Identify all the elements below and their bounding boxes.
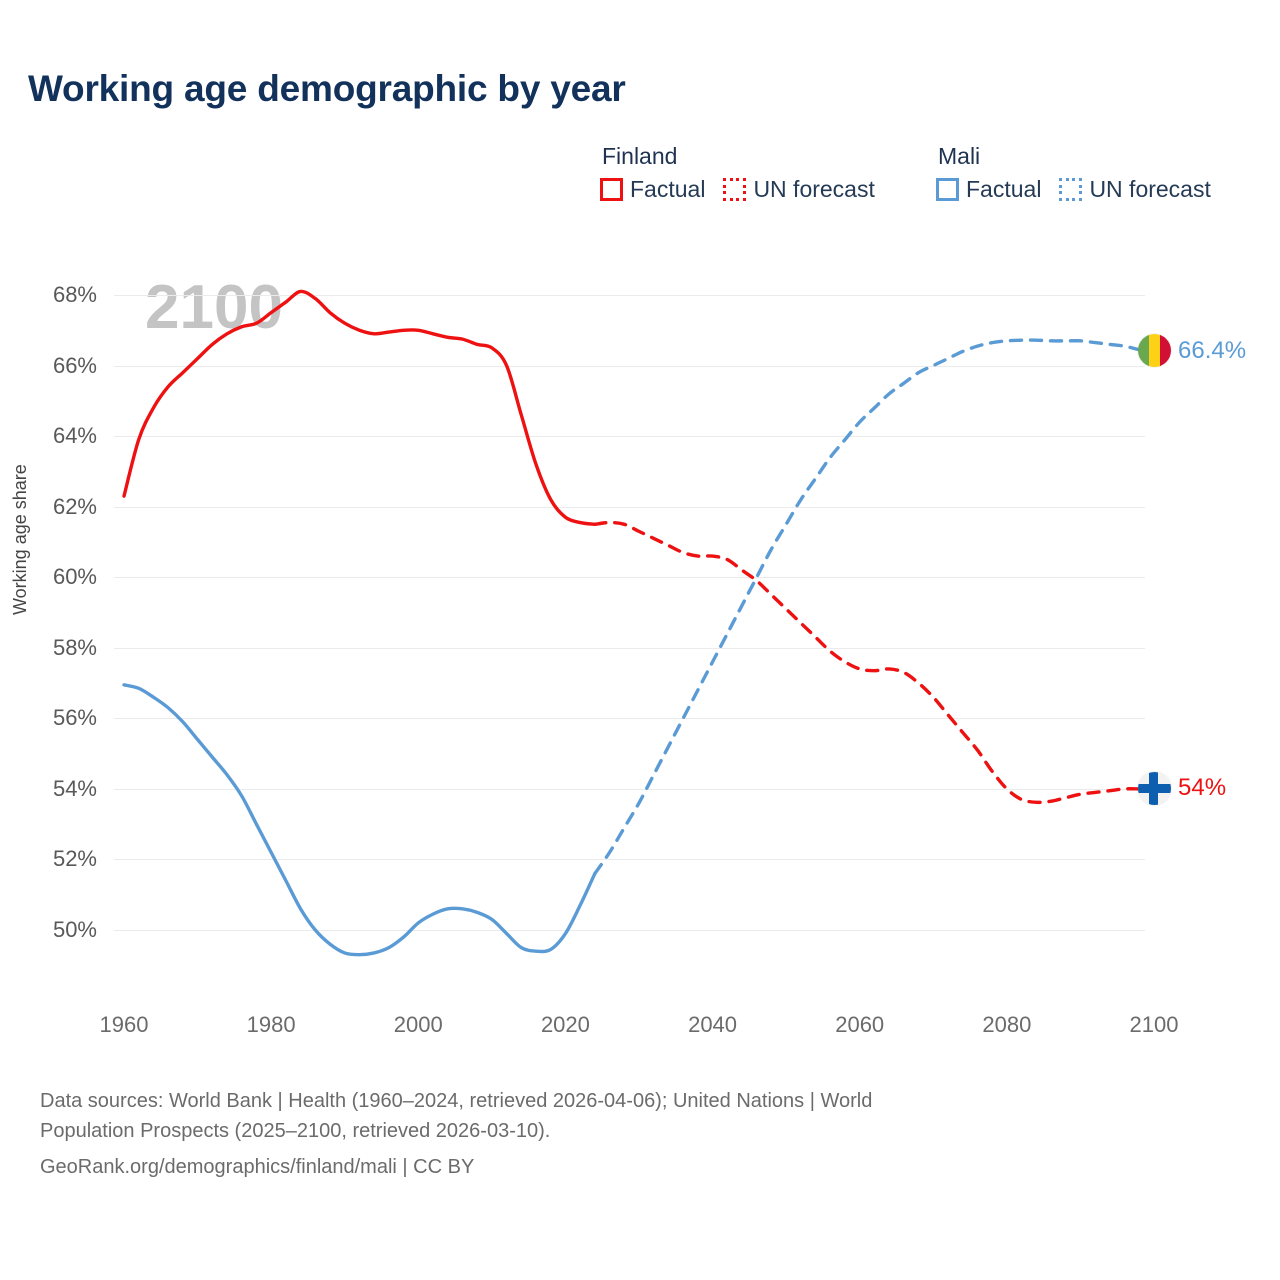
series-line-finland-forecast (593, 520, 1156, 805)
legend-country-mali: Mali (938, 143, 981, 169)
legend-item-mali-factual[interactable]: Factual (936, 176, 1041, 203)
legend-label-mali-forecast: UN forecast (1089, 176, 1211, 202)
end-marker-mali: 66.4% (1138, 334, 1247, 368)
end-value-finland: 54% (1178, 774, 1227, 802)
legend-item-mali-forecast[interactable]: UN forecast (1059, 176, 1211, 203)
series-line-mali-factual (122, 683, 597, 957)
legend-swatch-solid-red-icon (600, 178, 623, 201)
y-axis-tick: 56% (52, 705, 97, 731)
x-axis-tick: 1980 (246, 1012, 296, 1037)
gridline (114, 788, 1145, 790)
series-line-finland-factual (122, 289, 597, 527)
legend-swatch-dotted-blue-icon (1059, 178, 1083, 201)
page-title: Working age demographic by year (28, 68, 626, 109)
y-axis-label: Working age share (10, 464, 30, 615)
legend-label-mali-factual: Factual (966, 176, 1042, 202)
y-axis-tick: 50% (52, 917, 97, 942)
gridline (114, 506, 1145, 508)
footer-line-2: GeoRank.org/demographics/finland/mali | … (40, 1155, 475, 1178)
legend-item-finland-forecast[interactable]: UN forecast (723, 176, 875, 203)
footer-line-1b: Population Prospects (2025–2100, retriev… (40, 1120, 551, 1143)
gridline (114, 930, 1145, 931)
y-axis-tick: 66% (52, 352, 97, 378)
gridline (114, 365, 1145, 367)
x-axis-tick: 2060 (835, 1012, 885, 1037)
gridline (114, 436, 1145, 438)
gridline (114, 859, 1145, 861)
y-axis-tick: 62% (52, 493, 97, 519)
gridline (114, 647, 1145, 649)
legend-label-finland-forecast: UN forecast (753, 176, 875, 202)
legend-swatch-solid-blue-icon (936, 178, 959, 201)
x-axis-tick: 2100 (1129, 1012, 1179, 1037)
legend-item-finland-factual[interactable]: Factual (600, 176, 705, 203)
legend-country-finland: Finland (602, 143, 678, 169)
x-axis-tick: 2020 (540, 1012, 590, 1037)
legend-label-finland-factual: Factual (630, 176, 706, 202)
gridline (114, 295, 1145, 296)
x-axis-tick: 1960 (99, 1012, 149, 1037)
legend-group-finland: Finland Factual UN forecast (600, 143, 875, 203)
plot-area (114, 289, 1156, 957)
mali-flag-icon (1138, 334, 1171, 368)
y-axis-tick: 58% (52, 634, 97, 660)
x-axis-tick: 2080 (982, 1012, 1032, 1037)
y-axis-tick: 68% (52, 282, 97, 307)
y-axis-tick: 54% (52, 775, 97, 801)
chart-legend: Finland Factual UN forecast Mali Factual (600, 143, 1260, 223)
series-lines (122, 289, 1156, 957)
y-axis-tick: 60% (52, 564, 97, 590)
footer-line-1: Data sources: World Bank | Health (1960–… (40, 1090, 873, 1112)
finland-flag-icon (1138, 771, 1171, 805)
legend-swatch-dotted-red-icon (723, 178, 747, 201)
end-marker-finland: 54% (1138, 771, 1227, 805)
gridline (114, 577, 1145, 579)
y-axis-tick: 52% (52, 846, 97, 872)
footer-sources: Data sources: World Bank | Health (1960–… (40, 1086, 1180, 1182)
legend-group-mali: Mali Factual UN forecast (936, 143, 1211, 203)
series-line-mali-forecast (593, 338, 1156, 876)
end-value-mali: 66.4% (1178, 336, 1247, 364)
year-watermark: 2100 (145, 273, 283, 342)
y-axis-tick: 64% (52, 423, 97, 449)
x-axis-tick: 2040 (688, 1012, 738, 1037)
x-axis-tick: 2000 (393, 1012, 443, 1037)
gridline (114, 718, 1145, 720)
